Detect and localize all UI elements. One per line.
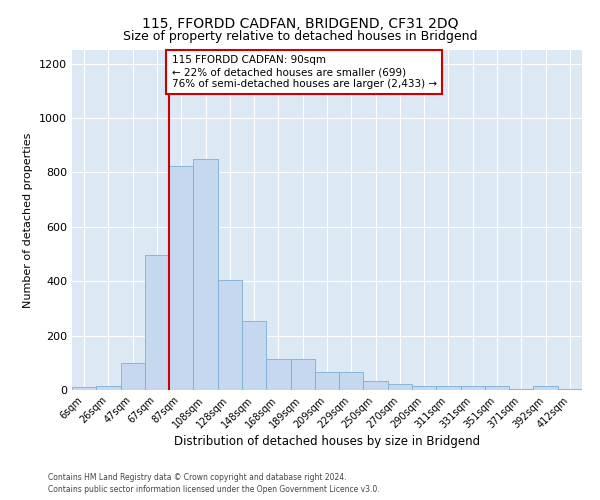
Bar [290,358,315,390]
Text: Contains HM Land Registry data © Crown copyright and database right 2024.
Contai: Contains HM Land Registry data © Crown c… [48,472,380,494]
Bar [169,166,193,390]
Bar [339,372,364,390]
Bar [266,358,290,390]
Bar [121,363,145,390]
Bar [412,386,436,390]
Bar [218,280,242,390]
Text: 115, FFORDD CADFAN, BRIDGEND, CF31 2DQ: 115, FFORDD CADFAN, BRIDGEND, CF31 2DQ [142,18,458,32]
Text: 115 FFORDD CADFAN: 90sqm
← 22% of detached houses are smaller (699)
76% of semi-: 115 FFORDD CADFAN: 90sqm ← 22% of detach… [172,56,437,88]
Text: Size of property relative to detached houses in Bridgend: Size of property relative to detached ho… [123,30,477,43]
Bar [461,386,485,390]
Bar [315,372,339,390]
Bar [533,386,558,390]
Bar [388,384,412,390]
Bar [509,388,533,390]
Bar [72,388,96,390]
Bar [242,322,266,390]
Bar [485,386,509,390]
X-axis label: Distribution of detached houses by size in Bridgend: Distribution of detached houses by size … [174,436,480,448]
Bar [436,386,461,390]
Bar [364,381,388,390]
Y-axis label: Number of detached properties: Number of detached properties [23,132,34,308]
Bar [96,386,121,390]
Bar [193,159,218,390]
Bar [145,256,169,390]
Bar [558,388,582,390]
